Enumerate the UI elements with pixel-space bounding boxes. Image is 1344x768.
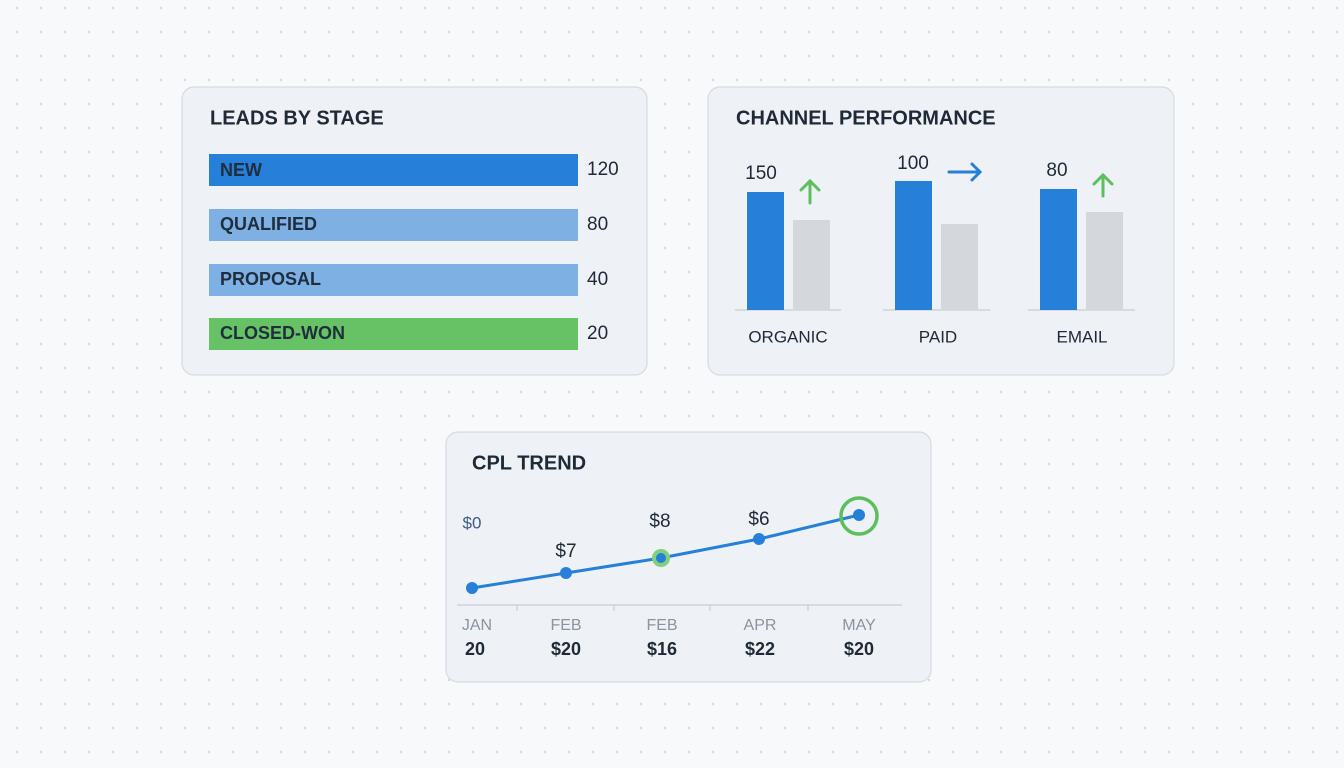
stage-bar (209, 154, 578, 186)
card-title: LEADS BY STAGE (210, 107, 384, 129)
bar (1040, 189, 1077, 310)
stage-bar (209, 318, 578, 350)
up-arrow (799, 178, 821, 205)
month-value: 20 (465, 639, 485, 659)
bar (941, 224, 978, 310)
bar (895, 181, 932, 310)
bar (793, 220, 830, 310)
stage-label: CLOSED-WON (220, 323, 345, 343)
month-label: MAY (842, 617, 876, 634)
stage-value: 120 (587, 159, 619, 180)
up-arrow (1092, 172, 1114, 198)
channel-label: EMAIL (1056, 327, 1107, 346)
channel-label: ORGANIC (748, 327, 827, 346)
right-arrow (947, 162, 983, 182)
month-value: $20 (551, 639, 581, 659)
stage-label: NEW (220, 160, 262, 180)
point-label: $7 (555, 541, 576, 562)
month-label: APR (744, 617, 777, 634)
stage-value: 40 (587, 269, 608, 290)
highlight-ring (839, 496, 879, 536)
card-title: CPL TREND (472, 452, 586, 474)
bar (1086, 212, 1123, 310)
channel-card: CHANNEL PERFORMANCE 150 100 80 ORGANIC P… (707, 86, 1175, 376)
stage-value: 80 (587, 214, 608, 235)
point-label: $6 (748, 509, 769, 530)
cpl-card: CPL TREND $0 $7 $8 $6 JAN 20 FEB $20 FEB $16 A… (445, 431, 932, 683)
month-label: FEB (550, 617, 581, 634)
month-value: $16 (647, 639, 677, 659)
month-label: JAN (462, 617, 492, 634)
point-label: $8 (649, 511, 670, 532)
stage-value: 20 (587, 323, 608, 344)
channel-value: 80 (1046, 160, 1067, 181)
month-label: FEB (646, 617, 677, 634)
leads-card: LEADS BY STAGE NEW QUALIFIED PROPOSAL CL… (181, 86, 648, 376)
trend-point (853, 509, 865, 521)
point-label: $0 (463, 513, 482, 532)
stage-bar (209, 209, 578, 241)
stage-label: QUALIFIED (220, 214, 317, 234)
card-title: CHANNEL PERFORMANCE (736, 107, 996, 129)
channel-value: 100 (897, 153, 929, 174)
trend-point (560, 567, 572, 579)
trend-point (656, 553, 666, 563)
stage-label: PROPOSAL (220, 269, 321, 289)
card (445, 431, 932, 683)
bar (747, 192, 784, 310)
stage-bar (209, 264, 578, 296)
month-value: $22 (745, 639, 775, 659)
channel-label: PAID (919, 327, 957, 346)
channel-value: 150 (745, 163, 777, 184)
trend-point (753, 533, 765, 545)
month-value: $20 (844, 639, 874, 659)
trend-point (466, 582, 478, 594)
